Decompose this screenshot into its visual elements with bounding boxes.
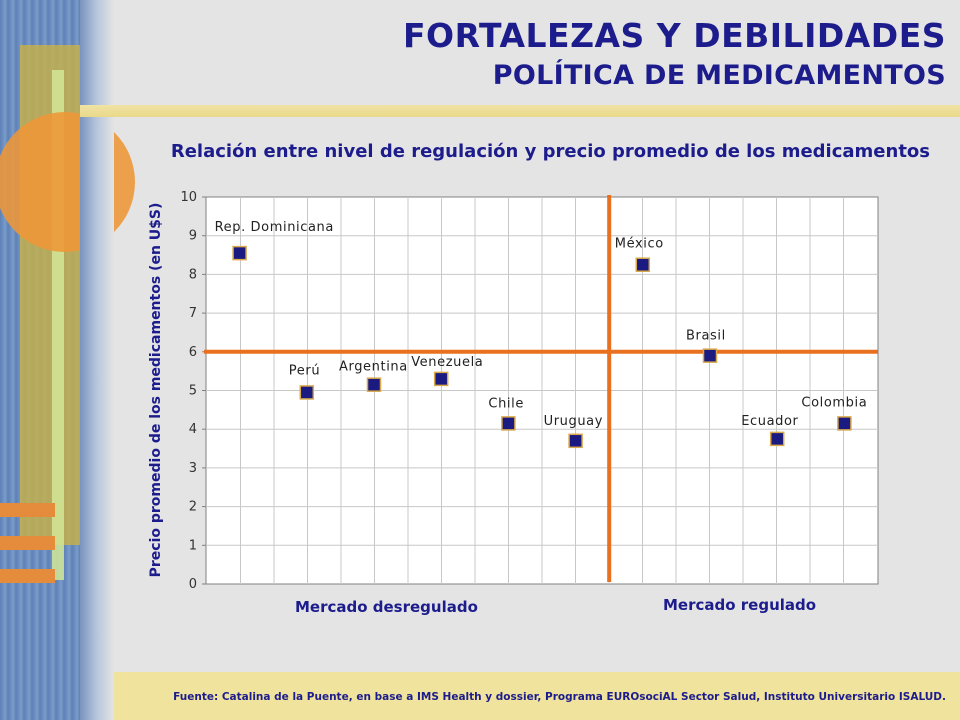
data-point-label: Ecuador — [741, 414, 798, 429]
data-point — [635, 257, 651, 272]
y-axis-label: Precio promedio de los medicamentos (en … — [148, 203, 164, 578]
data-point — [299, 385, 315, 400]
decorative-orange-bar — [0, 503, 55, 517]
y-tick-label: 5 — [189, 384, 197, 399]
decorative-orange-bar — [0, 536, 55, 550]
data-point — [769, 431, 785, 447]
region-label-regulated: Mercado regulado — [663, 596, 817, 614]
region-label-unregulated: Mercado desregulado — [295, 598, 478, 616]
data-point — [568, 433, 583, 449]
y-tick-label: 4 — [189, 422, 197, 437]
data-point-label: Argentina — [339, 360, 408, 375]
data-point-label: Perú — [289, 363, 320, 378]
y-tick-label: 3 — [189, 461, 197, 476]
y-tick-label: 1 — [189, 538, 197, 553]
y-tick-label: 2 — [189, 500, 197, 515]
data-point-label: México — [615, 237, 664, 252]
source-note: Fuente: Catalina de la Puente, en base a… — [173, 691, 946, 703]
y-tick-label: 6 — [189, 345, 197, 360]
data-point — [232, 245, 247, 261]
page-title: FORTALEZAS Y DEBILIDADES — [403, 16, 946, 55]
data-point — [433, 371, 449, 387]
data-point-label: Chile — [488, 396, 524, 411]
footer-band — [114, 672, 960, 720]
data-point — [837, 416, 852, 431]
y-tick-label: 7 — [189, 306, 197, 321]
data-point-label: Rep. Dominicana — [215, 220, 334, 235]
y-tick-label: 0 — [189, 577, 197, 592]
decorative-shadow — [80, 0, 114, 720]
chart-title: Relación entre nivel de regulación y pre… — [170, 141, 930, 162]
data-point — [702, 348, 718, 363]
y-tick-label: 8 — [189, 267, 197, 282]
page-subtitle: POLÍTICA DE MEDICAMENTOS — [492, 60, 946, 91]
header-divider — [80, 105, 960, 117]
decorative-orange-bar — [0, 569, 55, 583]
data-point — [366, 377, 382, 392]
data-point-label: Colombia — [801, 395, 867, 410]
data-point-label: Venezuela — [411, 355, 483, 370]
data-point-label: Uruguay — [544, 414, 603, 429]
y-tick-label: 9 — [189, 229, 197, 244]
data-point — [501, 416, 516, 431]
y-tick-label: 10 — [180, 190, 197, 205]
data-point-label: Brasil — [686, 329, 726, 344]
